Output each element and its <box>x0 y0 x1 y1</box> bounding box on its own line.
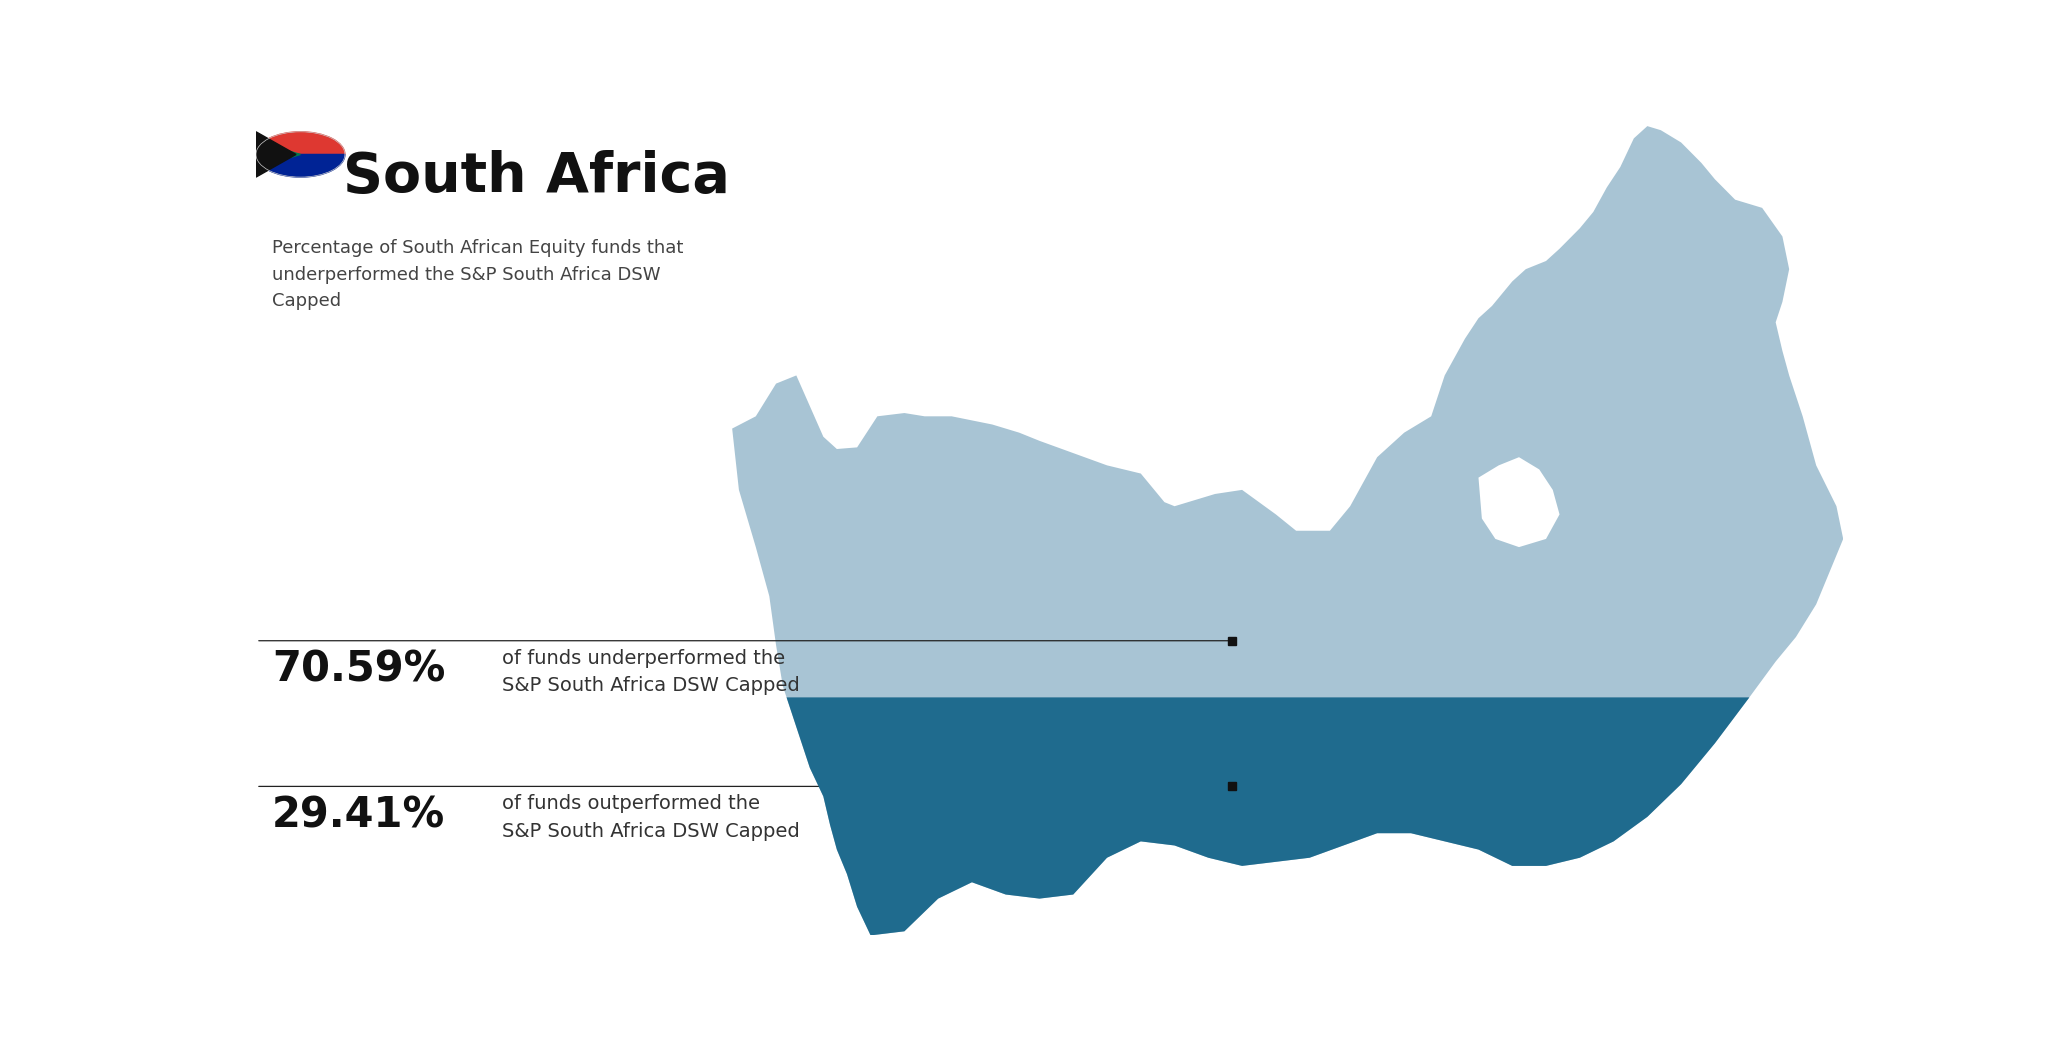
Wedge shape <box>256 131 344 154</box>
Text: of funds outperformed the
S&P South Africa DSW Capped: of funds outperformed the S&P South Afri… <box>502 795 801 841</box>
Text: 70.59%: 70.59% <box>272 648 444 691</box>
Text: 29.41%: 29.41% <box>272 795 444 837</box>
Wedge shape <box>256 154 344 178</box>
Polygon shape <box>1479 457 1559 548</box>
Polygon shape <box>256 131 297 178</box>
Circle shape <box>256 131 344 178</box>
Text: South Africa: South Africa <box>344 150 731 204</box>
Text: of funds underperformed the
S&P South Africa DSW Capped: of funds underperformed the S&P South Af… <box>502 648 801 695</box>
Text: Percentage of South African Equity funds that
underperformed the S&P South Afric: Percentage of South African Equity funds… <box>272 240 684 310</box>
Polygon shape <box>786 698 1749 935</box>
Polygon shape <box>733 126 1843 935</box>
Wedge shape <box>272 147 301 162</box>
